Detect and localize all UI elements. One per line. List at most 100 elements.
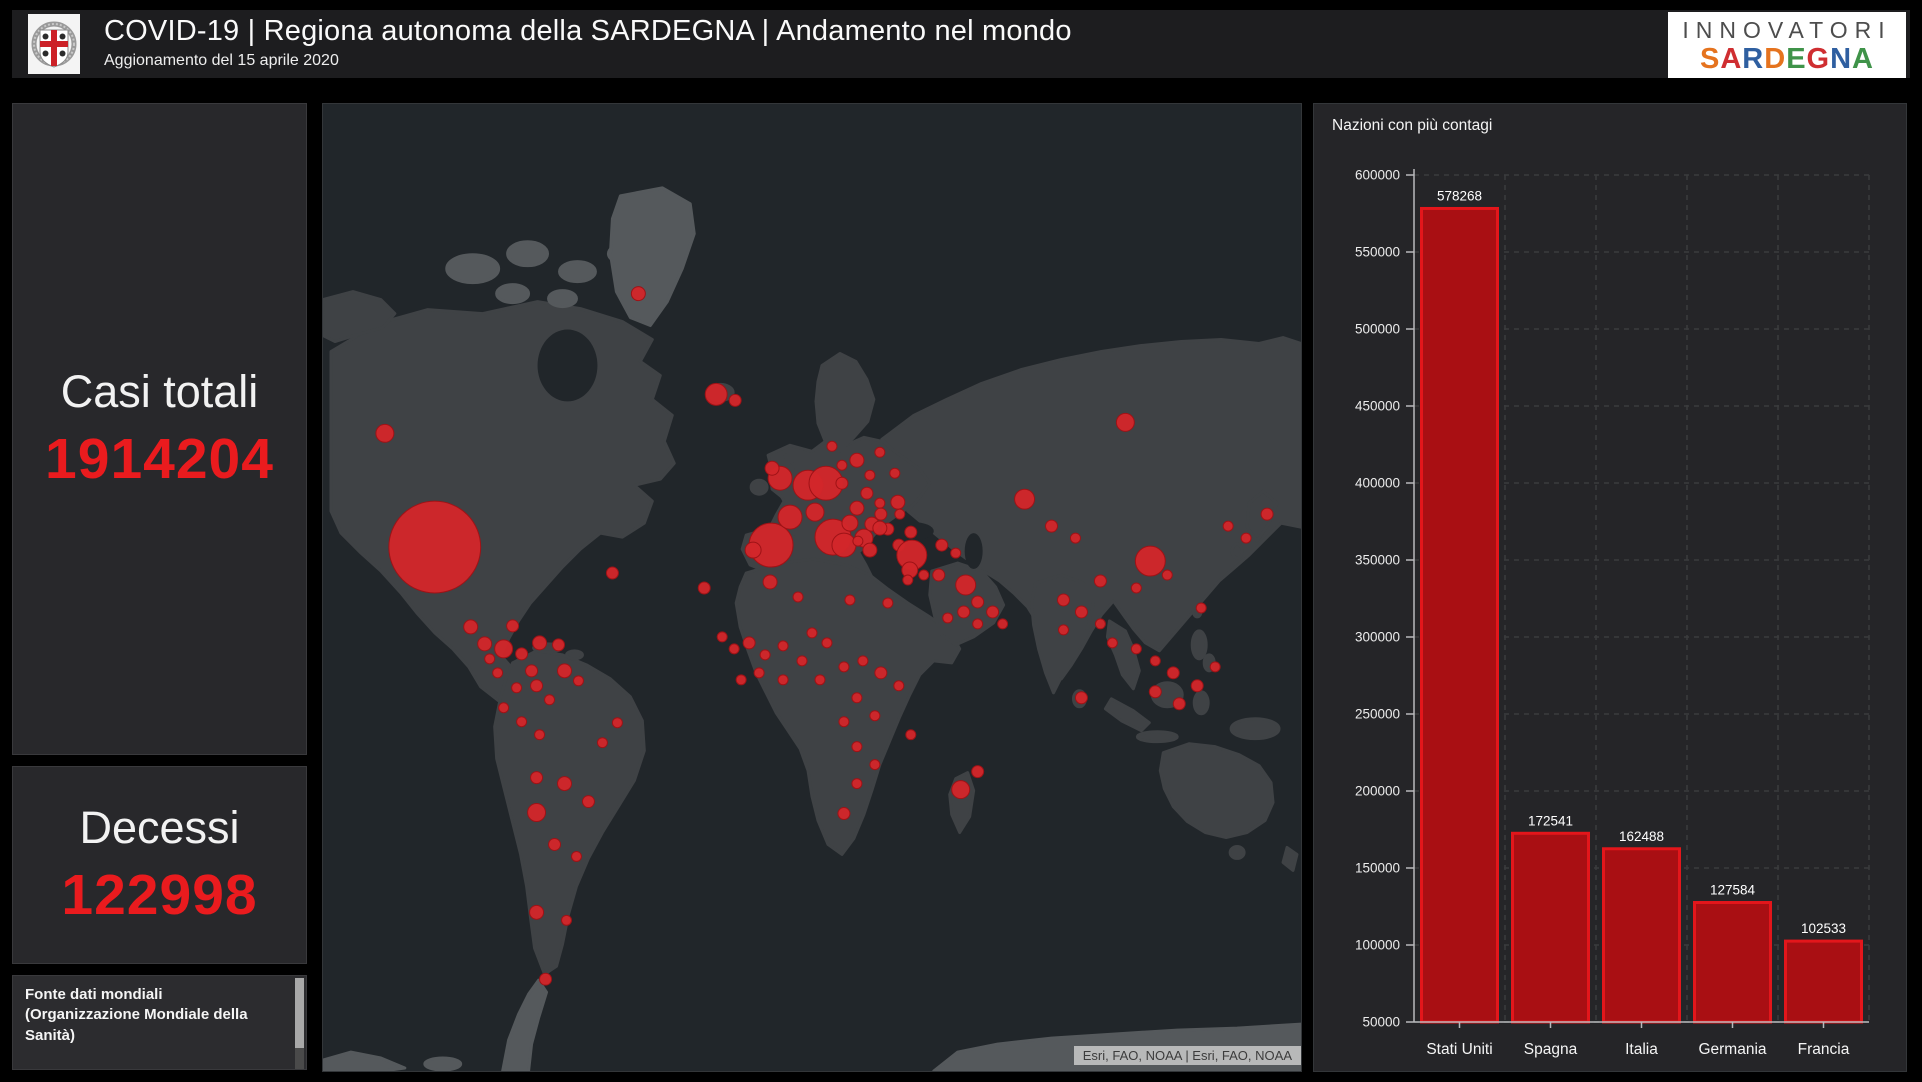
case-bubble[interactable] [865,470,875,480]
case-bubble[interactable] [875,498,885,508]
bar-spagna[interactable] [1513,833,1589,1022]
case-bubble[interactable] [933,569,945,581]
case-bubble[interactable] [1046,520,1058,532]
case-bubble[interactable] [540,973,552,985]
case-bubble[interactable] [822,638,832,648]
case-bubble[interactable] [863,543,877,557]
case-bubble[interactable] [1094,575,1106,587]
case-bubble[interactable] [972,596,984,608]
case-bubble[interactable] [858,656,868,666]
bar-francia[interactable] [1786,941,1862,1022]
case-bubble[interactable] [839,662,849,672]
case-bubble[interactable] [526,665,538,677]
bar-stati-uniti[interactable] [1422,208,1498,1022]
top-countries-bar-chart[interactable]: 6000005500005000004500004000003500003000… [1314,104,1908,1073]
case-bubble[interactable] [765,461,779,475]
case-bubble[interactable] [530,905,544,919]
world-map[interactable]: Esri, FAO, NOAA | Esri, FAO, NOAA [322,103,1302,1072]
case-bubble[interactable] [891,495,905,509]
case-bubble[interactable] [883,598,893,608]
case-bubble[interactable] [1131,583,1141,593]
case-bubble[interactable] [1070,533,1080,543]
case-bubble[interactable] [606,567,618,579]
world-map-canvas[interactable] [323,104,1301,1071]
case-bubble[interactable] [499,703,509,713]
bar-italia[interactable] [1604,849,1680,1022]
case-bubble[interactable] [531,772,543,784]
case-bubble[interactable] [545,695,555,705]
case-bubble[interactable] [729,644,739,654]
case-bubble[interactable] [870,760,880,770]
case-bubble[interactable] [729,394,741,406]
case-bubble[interactable] [1131,644,1141,654]
case-bubble[interactable] [850,501,864,515]
case-bubble[interactable] [852,693,862,703]
case-bubble[interactable] [1075,606,1087,618]
case-bubble[interactable] [1135,546,1165,576]
case-bubble[interactable] [778,675,788,685]
case-bubble[interactable] [743,637,755,649]
case-bubble[interactable] [493,668,503,678]
case-bubble[interactable] [1015,489,1035,509]
case-bubble[interactable] [763,575,777,589]
case-bubble[interactable] [836,477,848,489]
case-bubble[interactable] [562,915,572,925]
case-bubble[interactable] [597,738,607,748]
case-bubble[interactable] [558,777,572,791]
scrollbar[interactable] [295,978,304,1069]
case-bubble[interactable] [760,650,770,660]
case-bubble[interactable] [890,468,900,478]
case-bubble[interactable] [736,675,746,685]
case-bubble[interactable] [754,668,764,678]
case-bubble[interactable] [850,453,864,467]
scrollbar-thumb[interactable] [295,978,304,1048]
case-bubble[interactable] [1241,533,1251,543]
case-bubble[interactable] [1149,686,1161,698]
case-bubble[interactable] [1261,508,1273,520]
case-bubble[interactable] [815,675,825,685]
case-bubble[interactable] [1107,638,1117,648]
case-bubble[interactable] [495,640,513,658]
case-bubble[interactable] [1095,619,1105,629]
case-bubble[interactable] [573,676,583,686]
case-bubble[interactable] [1057,594,1069,606]
case-bubble[interactable] [464,620,478,634]
case-bubble[interactable] [861,487,873,499]
case-bubble[interactable] [717,632,727,642]
case-bubble[interactable] [631,287,645,301]
case-bubble[interactable] [839,717,849,727]
case-bubble[interactable] [845,595,855,605]
case-bubble[interactable] [973,619,983,629]
case-bubble[interactable] [705,383,727,405]
case-bubble[interactable] [852,742,862,752]
case-bubble[interactable] [956,575,976,595]
case-bubble[interactable] [806,503,824,521]
case-bubble[interactable] [1116,413,1134,431]
case-bubble[interactable] [533,636,547,650]
case-bubble[interactable] [517,717,527,727]
case-bubble[interactable] [778,505,802,529]
case-bubble[interactable] [837,460,847,470]
case-bubble[interactable] [1173,698,1185,710]
case-bubble[interactable] [745,542,761,558]
case-bubble[interactable] [612,718,622,728]
case-bubble[interactable] [512,683,522,693]
case-bubble[interactable] [571,851,581,861]
case-bubble[interactable] [516,648,528,660]
case-bubble[interactable] [1191,680,1203,692]
case-bubble[interactable] [875,447,885,457]
case-bubble[interactable] [478,637,492,651]
case-bubble[interactable] [838,808,850,820]
case-bubble[interactable] [853,536,863,546]
case-bubble[interactable] [870,711,880,721]
case-bubble[interactable] [376,424,394,442]
case-bubble[interactable] [528,804,546,822]
case-bubble[interactable] [958,606,970,618]
case-bubble[interactable] [1223,521,1233,531]
case-bubble[interactable] [558,664,572,678]
case-bubble[interactable] [972,766,984,778]
case-bubble[interactable] [549,838,561,850]
case-bubble[interactable] [698,582,710,594]
case-bubble[interactable] [952,781,970,799]
case-bubble[interactable] [389,501,481,593]
